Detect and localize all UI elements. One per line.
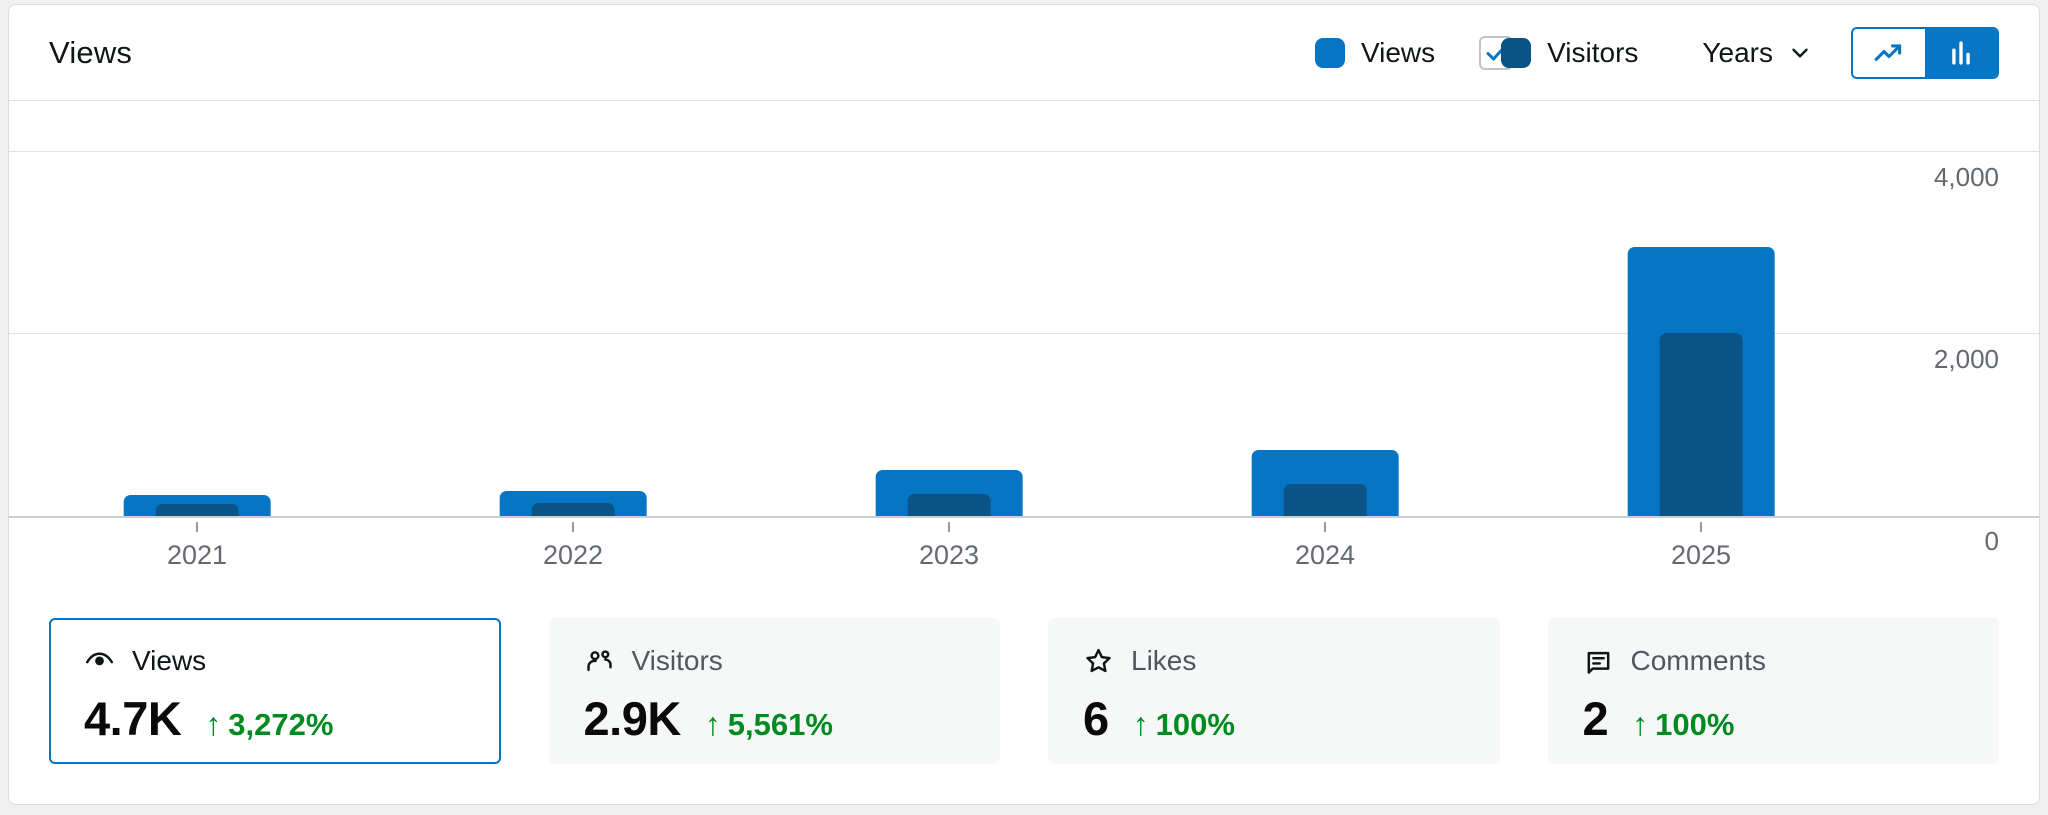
chart-type-toggle <box>1851 26 1999 79</box>
x-axis-label: 2021 <box>166 540 228 570</box>
comment-icon <box>1587 651 1609 674</box>
stat-label: Comments <box>1630 645 1766 676</box>
x-axis-slot: 2021 <box>9 520 385 576</box>
stat-value: 6 <box>1083 692 1109 745</box>
x-axis-tick <box>196 522 198 532</box>
visitors-bar <box>155 504 239 516</box>
bar-group-2021[interactable] <box>9 101 385 516</box>
trend-up-icon <box>205 706 221 743</box>
x-axis-tick <box>572 522 574 532</box>
x-axis-slot: 2022 <box>385 520 761 576</box>
stat-change: 3,272% <box>205 706 333 743</box>
bar-group-2023[interactable] <box>761 101 1137 516</box>
stat-change-value: 100% <box>1155 707 1235 742</box>
stat-value: 4.7K <box>84 692 182 745</box>
summary-card-likes[interactable]: Likes 6 100% <box>1048 618 1500 764</box>
people-icon <box>586 649 612 671</box>
trend-up-icon <box>1632 706 1648 743</box>
chart-controls: Views Visitors Years <box>1314 26 1999 79</box>
checkmark-icon <box>1486 45 1506 60</box>
bar-group-2022[interactable] <box>385 101 761 516</box>
x-axis: 2021 2022 2023 2024 2025 <box>9 520 1889 576</box>
summary-cards: Views 4.7K 3,272% Visitors <box>9 576 2039 764</box>
summary-card-views[interactable]: Views 4.7K 3,272% <box>49 618 501 764</box>
bar-group-2025[interactable] <box>1513 101 1889 516</box>
x-axis-label: 2024 <box>1294 540 1356 570</box>
summary-card-visitors[interactable]: Visitors 2.9K 5,561% <box>548 618 1000 764</box>
page-title: Views <box>49 34 133 70</box>
bar-group-2024[interactable] <box>1137 101 1513 516</box>
interval-label: Years <box>1702 36 1773 68</box>
stat-label: Views <box>132 645 207 676</box>
line-chart-button[interactable] <box>1853 28 1925 77</box>
legend-views-label: Views <box>1360 36 1436 68</box>
bars-container <box>9 101 1889 516</box>
stat-label: Visitors <box>631 645 723 676</box>
y-axis-label: 4,000 <box>1933 162 1999 192</box>
interval-dropdown[interactable]: Years <box>1702 37 1813 69</box>
x-axis-tick <box>1700 522 1702 532</box>
eye-icon <box>86 652 113 665</box>
bar-chart-icon <box>1952 40 1970 65</box>
stat-change: 100% <box>1133 706 1235 743</box>
visitors-bar <box>907 494 991 516</box>
x-axis-label: 2023 <box>918 540 980 570</box>
x-axis-label: 2022 <box>542 540 604 570</box>
legend-visitors-label: Visitors <box>1547 36 1639 68</box>
stat-label: Likes <box>1131 645 1197 676</box>
panel-header: Views Views Visitors Ye <box>9 5 2039 101</box>
visitors-bar <box>1659 333 1743 516</box>
x-axis-label: 2025 <box>1670 540 1732 570</box>
trend-up-icon <box>705 706 721 743</box>
plot-area <box>9 101 2039 518</box>
legend-item-visitors[interactable]: Visitors <box>1479 35 1639 70</box>
chart-legend: Views Visitors <box>1314 35 1639 70</box>
gridline <box>9 333 2039 334</box>
x-axis-slot: 2024 <box>1137 520 1513 576</box>
legend-item-views: Views <box>1314 36 1436 69</box>
stat-value: 2.9K <box>583 692 682 745</box>
stat-change-value: 5,561% <box>727 707 833 742</box>
stat-change-value: 3,272% <box>228 707 334 742</box>
y-axis-label: 0 <box>1984 526 1999 556</box>
y-axis-label: 2,000 <box>1933 344 1999 374</box>
bar-chart-button[interactable] <box>1925 28 1997 77</box>
chart-section: 2021 2022 2023 2024 2025 4,000 2,000 0 <box>9 101 2039 576</box>
visitors-bar <box>1283 484 1367 516</box>
stats-panel: Views Views Visitors Ye <box>8 4 2040 805</box>
stat-change-value: 100% <box>1655 707 1735 742</box>
gridline <box>9 151 2039 152</box>
stat-change: 5,561% <box>705 706 833 743</box>
stat-change: 100% <box>1632 706 1734 743</box>
x-axis-slot: 2023 <box>761 520 1137 576</box>
trend-up-icon <box>1133 706 1149 743</box>
stat-value: 2 <box>1582 692 1609 745</box>
views-swatch <box>1314 37 1345 68</box>
x-axis-tick <box>1324 522 1326 532</box>
summary-card-comments[interactable]: Comments 2 100% <box>1547 618 1999 764</box>
visitors-bar <box>531 503 615 516</box>
line-chart-icon <box>1874 43 1902 61</box>
visitors-swatch <box>1501 37 1532 68</box>
chevron-down-icon <box>1792 48 1808 57</box>
x-axis-tick <box>948 522 950 532</box>
star-icon <box>1086 648 1111 672</box>
x-axis-slot: 2025 <box>1513 520 1889 576</box>
